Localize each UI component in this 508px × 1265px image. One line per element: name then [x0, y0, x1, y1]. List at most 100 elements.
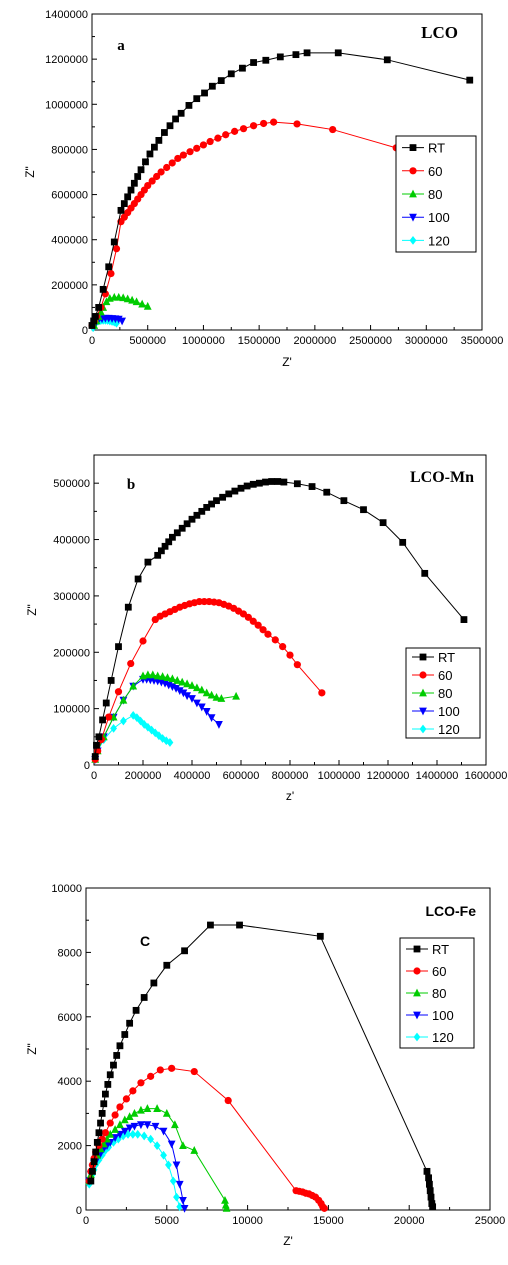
data-point-RT — [274, 478, 282, 485]
data-point-100 — [215, 721, 223, 729]
data-point-60 — [286, 651, 294, 659]
data-point-RT — [124, 603, 132, 611]
data-point-RT — [181, 947, 188, 955]
data-point-RT — [134, 173, 142, 180]
data-point-80 — [144, 670, 152, 679]
data-point-80 — [217, 694, 226, 702]
data-point-100 — [180, 1204, 189, 1213]
data-point-RT — [172, 115, 179, 123]
legend: RT 60 80 100 120 — [399, 937, 475, 1049]
data-point-RT — [426, 1180, 433, 1188]
data-point-80 — [197, 685, 206, 694]
legend-label: 80 — [438, 686, 452, 701]
x-tick-label: 1000000 — [318, 770, 361, 782]
data-point-RT — [124, 193, 132, 201]
data-point-60 — [122, 1095, 130, 1103]
data-point-60 — [114, 688, 123, 696]
data-point-100 — [188, 695, 196, 703]
x-tick-label: 25000 — [475, 1215, 506, 1227]
data-point-RT — [383, 56, 391, 64]
legend-marker — [419, 671, 427, 679]
data-point-RT — [155, 137, 163, 144]
data-point-RT — [237, 484, 245, 492]
data-point-60 — [157, 168, 165, 176]
data-point-RT — [100, 1100, 108, 1108]
data-point-RT — [178, 524, 186, 532]
data-point-RT — [151, 143, 158, 151]
series-line-60 — [94, 601, 323, 760]
legend-marker — [413, 1032, 421, 1042]
data-point-100 — [118, 317, 126, 326]
x-tick-label: 500000 — [129, 335, 166, 347]
data-point-RT — [113, 1052, 121, 1059]
legend-marker — [409, 167, 417, 175]
data-point-100 — [167, 1140, 176, 1149]
legend-marker — [413, 988, 421, 997]
legend-label: 120 — [428, 233, 450, 248]
data-point-100 — [175, 1180, 184, 1189]
data-point-RT — [185, 102, 193, 109]
legend-label: 120 — [438, 722, 460, 737]
data-point-60 — [260, 119, 268, 128]
data-point-80 — [183, 679, 191, 688]
data-point-RT — [236, 921, 243, 929]
data-point-60 — [144, 181, 152, 190]
y-tick-label: 6000 — [58, 1012, 82, 1024]
legend-marker — [413, 1011, 421, 1020]
data-point-60 — [249, 122, 258, 130]
data-point-60 — [279, 643, 287, 651]
y-tick-label: 1200000 — [45, 54, 88, 66]
data-point-60 — [193, 144, 201, 152]
legend-marker — [419, 707, 427, 716]
data-point-120 — [147, 1134, 155, 1144]
data-point-RT — [95, 1129, 103, 1137]
data-point-60 — [186, 148, 194, 156]
data-point-RT — [276, 53, 284, 61]
series-line-RT — [90, 924, 434, 1207]
data-point-100 — [151, 1122, 160, 1131]
data-point-100 — [175, 687, 184, 695]
data-point-100 — [130, 1122, 139, 1131]
data-point-100 — [193, 699, 201, 708]
data-point-RT — [132, 1006, 140, 1014]
data-point-60 — [254, 621, 262, 629]
data-point-60 — [239, 125, 248, 133]
legend-label: 60 — [438, 668, 452, 683]
panel-letter: a — [117, 38, 125, 54]
data-point-RT — [217, 77, 225, 84]
data-point-60 — [163, 163, 171, 172]
data-point-120 — [110, 1137, 117, 1147]
data-point-120 — [120, 716, 127, 726]
data-point-RT — [249, 480, 257, 488]
y-tick-label: 0 — [82, 325, 88, 337]
data-point-120 — [105, 1142, 113, 1152]
data-point-60 — [137, 1079, 145, 1087]
data-point-60 — [259, 626, 267, 634]
data-point-100 — [120, 1127, 129, 1136]
legend-label: 100 — [432, 1008, 454, 1023]
data-point-RT — [134, 575, 142, 583]
data-point-RT — [268, 478, 276, 485]
data-point-RT — [98, 1110, 106, 1117]
data-point-RT — [423, 1167, 431, 1175]
data-point-RT — [188, 515, 196, 523]
y-axis-label: Z" — [25, 1043, 39, 1055]
data-point-80 — [178, 677, 187, 686]
data-point-RT — [93, 741, 100, 749]
data-point-RT — [99, 285, 107, 293]
y-tick-label: 500000 — [53, 478, 90, 490]
data-point-120 — [169, 1176, 177, 1186]
data-point-RT — [466, 76, 474, 84]
y-tick-label: 4000 — [58, 1076, 82, 1088]
data-point-80 — [163, 673, 172, 682]
data-point-80 — [132, 297, 141, 306]
data-point-RT — [116, 1042, 124, 1050]
data-point-80 — [116, 1120, 124, 1129]
data-point-60 — [106, 1119, 114, 1127]
legend-marker — [409, 236, 417, 245]
data-point-120 — [134, 1129, 142, 1139]
x-tick-label: 0 — [89, 335, 95, 347]
data-point-RT — [163, 961, 171, 969]
x-tick-label: 3000000 — [405, 335, 448, 347]
data-point-RT — [292, 51, 300, 59]
